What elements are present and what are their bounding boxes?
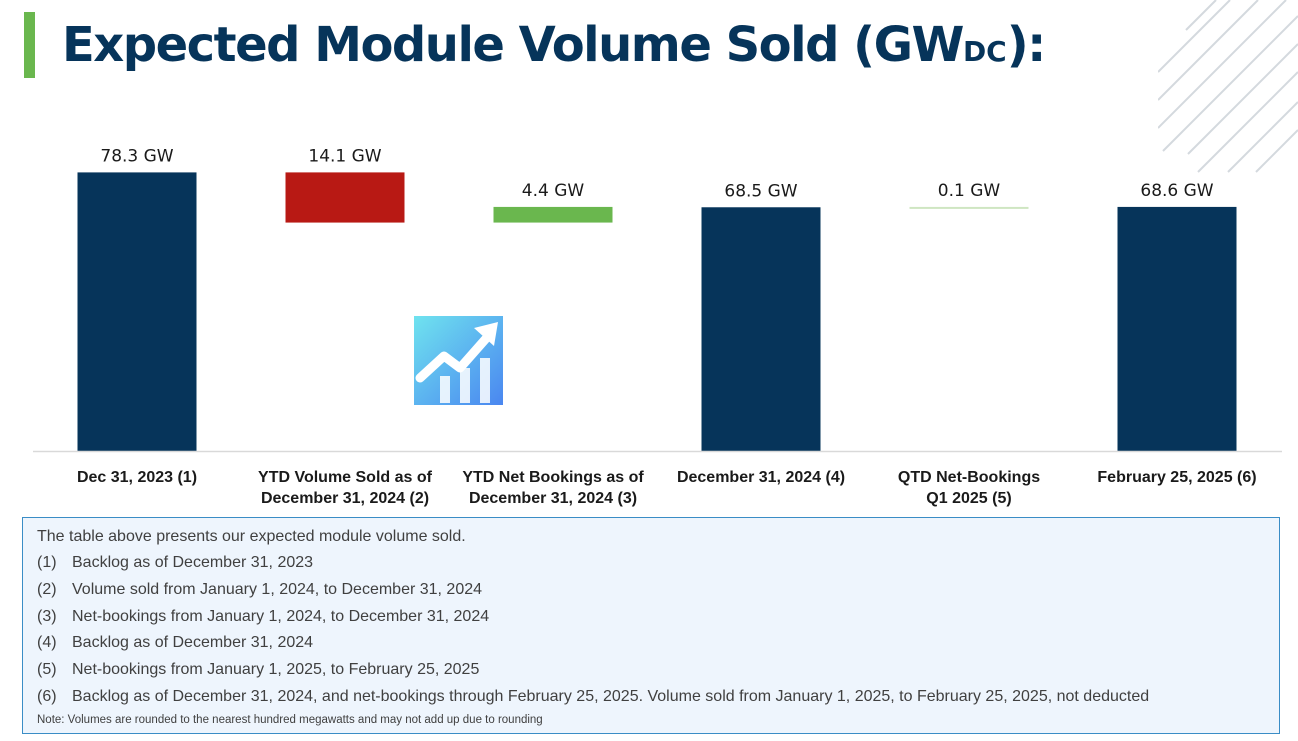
rounding-footnote: Note: Volumes are rounded to the nearest… (37, 713, 543, 726)
footnotes-box: The table above presents our expected mo… (22, 517, 1280, 734)
waterfall-chart: 78.3 GW Dec 31, 2023 (1) 14.1 GW YTD Volume… (33, 146, 1282, 507)
notes-list: (1) Backlog as of December 31, 2023 (2) Vol… (37, 550, 1265, 711)
category-label: Q1 2025 (5) (926, 490, 1011, 507)
category-label: December 31, 2024 (4) (677, 469, 845, 486)
bar-total (1117, 206, 1237, 451)
note-text: Backlog as of December 31, 2023 (72, 554, 314, 571)
chart-growth-icon (414, 316, 503, 405)
note-text: Backlog as of December 31, 2024 (72, 634, 314, 652)
data-label: 68.5 GW (724, 181, 797, 201)
data-label: 78.3 GW (100, 146, 173, 166)
category-label: YTD Volume Sold as of (258, 469, 433, 486)
data-label: 4.4 GW (522, 181, 585, 201)
note-number: (5) (37, 661, 57, 679)
title-subscript: DC (962, 35, 1007, 68)
note-text: Volume sold from January 1, 2024, to Dec… (72, 580, 483, 598)
category-label: QTD Net-Bookings (898, 469, 1040, 486)
note-number: (3) (37, 607, 57, 625)
page-title: Expected Module Volume Sold (GWDC): (62, 12, 1047, 85)
note-item: (1) Backlog as of December 31, 2023 (37, 550, 1265, 577)
note-item: (6) Backlog as of December 31, 2024, and … (37, 684, 1265, 711)
bar-total (701, 207, 821, 451)
data-label: 68.6 GW (1140, 181, 1213, 201)
note-item: (4) Backlog as of December 31, 2024 (37, 630, 1265, 657)
category-label: Dec 31, 2023 (1) (77, 469, 197, 486)
note-text: Net-bookings from January 1, 2024, to De… (72, 607, 490, 625)
note-text: Backlog as of December 31, 2024, and net… (72, 687, 1150, 705)
title-accent-bar (24, 12, 35, 78)
title-main: Expected Module Volume Sold (GW (62, 17, 964, 73)
notes-intro: The table above presents our expected mo… (37, 528, 466, 545)
bar-increase (909, 206, 1029, 209)
data-label: 0.1 GW (938, 181, 1001, 201)
note-number: (4) (37, 634, 57, 652)
category-label: February 25, 2025 (6) (1097, 469, 1256, 486)
category-label: YTD Net Bookings as of (462, 469, 644, 486)
note-item: (3) Net-bookings from January 1, 2024, to… (37, 604, 1265, 631)
bar-decrease (285, 172, 405, 223)
bar-total (77, 172, 197, 451)
corner-stripes-decoration (1158, 0, 1298, 173)
note-number: (2) (37, 580, 57, 598)
note-number: (6) (37, 687, 57, 705)
category-label: December 31, 2024 (3) (469, 490, 637, 507)
note-item: (5) Net-bookings from January 1, 2025, to… (37, 657, 1265, 684)
bar-increase (493, 206, 613, 223)
note-text: Net-bookings from January 1, 2025, to Fe… (72, 661, 480, 679)
data-label: 14.1 GW (308, 146, 381, 166)
note-number: (1) (37, 554, 57, 571)
title-suffix: ): (1006, 17, 1047, 73)
note-item: (2) Volume sold from January 1, 2024, to … (37, 577, 1265, 604)
category-label: December 31, 2024 (2) (261, 490, 429, 507)
